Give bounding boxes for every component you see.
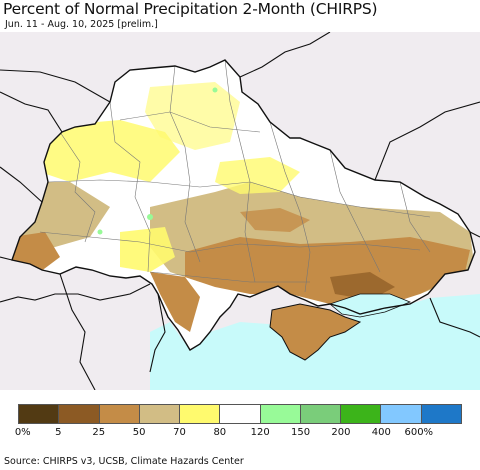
precipitation-map <box>0 32 480 390</box>
neighbor-borders <box>0 32 480 390</box>
sea-of-azov <box>329 293 412 318</box>
map-subtitle: Jun. 11 - Aug. 10, 2025 [prelim.] <box>5 19 158 30</box>
legend-swatch <box>139 405 181 423</box>
source-credit: Source: CHIRPS v3, UCSB, Climate Hazards… <box>4 456 244 467</box>
legend-tick-label: 5 <box>55 427 62 438</box>
legend-swatch <box>300 405 342 423</box>
legend-tick-label: 50 <box>132 427 146 438</box>
legend-swatch <box>180 405 221 423</box>
legend-tick-label: 400 <box>371 427 391 438</box>
map-title: Percent of Normal Precipitation 2-Month … <box>3 0 378 18</box>
legend-swatch <box>260 405 301 423</box>
legend-tick-label: 70 <box>173 427 186 438</box>
precipitation-anomaly-fill <box>12 82 475 332</box>
crimea <box>269 303 362 361</box>
legend-swatch <box>220 405 261 423</box>
oblast-boundaries <box>39 60 431 293</box>
legend-tick-label: 600% <box>404 427 434 438</box>
legend-tick-label: 0% <box>14 427 31 438</box>
legend-ticks: 0% 5 25 50 70 80 120 150 200 400 600% <box>0 427 480 441</box>
legend-swatch <box>341 405 382 423</box>
legend-swatch <box>19 405 60 423</box>
legend-swatch <box>421 405 461 423</box>
legend-tick-label: 80 <box>213 427 227 438</box>
legend-tick-label: 120 <box>250 427 270 438</box>
legend-swatch <box>381 405 422 423</box>
legend-tick-label: 200 <box>331 427 351 438</box>
color-legend <box>18 404 462 424</box>
legend-tick-label: 150 <box>290 427 311 438</box>
legend-swatch <box>99 405 140 423</box>
legend-tick-label: 25 <box>92 427 106 438</box>
legend-swatch <box>59 405 100 423</box>
